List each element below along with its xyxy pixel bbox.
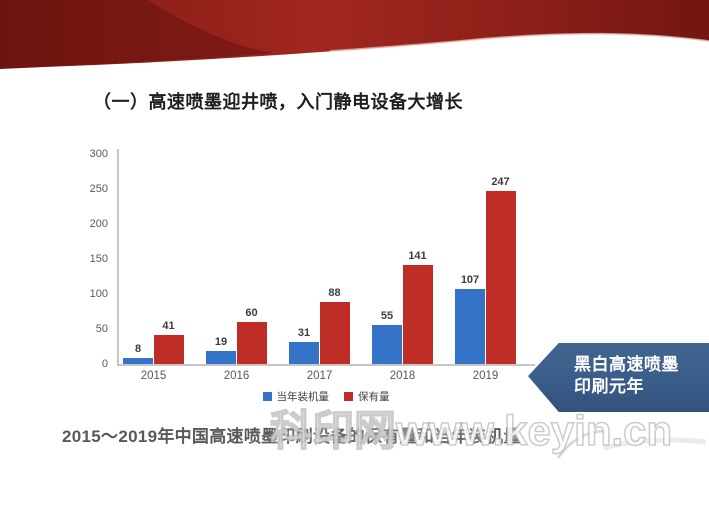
bar-value-label: 31 bbox=[297, 327, 311, 339]
bar-series-1 bbox=[153, 335, 184, 364]
slide-title: （一）高速喷墨迎井喷，入门静电设备大增长 bbox=[93, 92, 463, 112]
bar-series-0 bbox=[372, 325, 402, 364]
bar-value-label: 247 bbox=[491, 176, 510, 188]
callout-arrow: 黑白高速喷墨 印刷元年 bbox=[528, 343, 709, 412]
x-category-label: 2017 bbox=[306, 370, 333, 382]
bar-series-0 bbox=[123, 358, 153, 364]
watermark-swoosh-icon bbox=[556, 429, 707, 459]
x-category-label: 2016 bbox=[223, 370, 250, 382]
ribbon-highlight bbox=[329, 32, 709, 52]
bar-group: 31 88 2017 bbox=[289, 154, 350, 382]
y-tick-label: 250 bbox=[89, 182, 108, 195]
ribbon-fold bbox=[0, 0, 274, 69]
bar-series-0 bbox=[455, 289, 485, 364]
bar-group: 107 247 2019 bbox=[455, 154, 516, 382]
y-tick-label: 150 bbox=[89, 252, 108, 265]
legend-swatch-icon bbox=[344, 392, 353, 401]
y-tick-label: 200 bbox=[89, 217, 108, 230]
x-category-label: 2015 bbox=[140, 370, 167, 382]
legend-label: 当年装机量 bbox=[276, 391, 330, 403]
callout-line1: 黑白高速喷墨 bbox=[574, 355, 679, 374]
bar-series-1 bbox=[485, 191, 516, 364]
bar-value-label: 8 bbox=[134, 343, 142, 355]
y-tick-label: 100 bbox=[89, 287, 108, 300]
y-axis-labels: 0 50 100 150 200 250 300 bbox=[74, 148, 108, 370]
bar-value-label: 107 bbox=[460, 274, 480, 286]
watermark-text: 科印网www.keyin.cn bbox=[269, 406, 673, 455]
bar-group: 55 141 2018 bbox=[372, 154, 433, 382]
x-category-label: 2019 bbox=[472, 370, 499, 382]
legend-item: 当年装机量 bbox=[262, 389, 330, 404]
bar-series-1 bbox=[319, 302, 350, 364]
legend-swatch-icon bbox=[262, 392, 272, 401]
y-tick-label: 300 bbox=[89, 147, 108, 160]
x-axis-line bbox=[117, 364, 535, 366]
bar-value-label: 60 bbox=[245, 307, 258, 319]
bar-series-0 bbox=[289, 342, 319, 364]
bar-value-label: 41 bbox=[162, 320, 175, 332]
plot-area: 8 41 2015 19 60 2016 31 88 2017 55 141 2018 107 247 20… bbox=[117, 154, 535, 382]
legend-item: 保有量 bbox=[344, 389, 390, 404]
x-category-label: 2018 bbox=[389, 370, 416, 382]
bar-value-label: 88 bbox=[328, 287, 341, 299]
bar-group: 8 41 2015 bbox=[123, 154, 184, 382]
bar-series-0 bbox=[206, 351, 236, 364]
chart-caption: 2015～2019年中国高速喷墨印刷设备的保有量和当年装机量 bbox=[62, 427, 521, 446]
y-axis-line bbox=[117, 149, 119, 365]
ribbon-shape bbox=[0, 0, 709, 69]
chart-legend: 当年装机量 保有量 bbox=[117, 389, 535, 404]
bar-value-label: 19 bbox=[214, 336, 228, 348]
callout-line2: 印刷元年 bbox=[574, 377, 644, 396]
bar-group: 19 60 2016 bbox=[206, 154, 267, 382]
bar-value-label: 55 bbox=[380, 310, 394, 322]
legend-label: 保有量 bbox=[358, 391, 390, 403]
bar-series-1 bbox=[402, 265, 433, 364]
ribbon-banner bbox=[0, 0, 709, 69]
bar-value-label: 141 bbox=[408, 250, 427, 262]
y-tick-label: 0 bbox=[101, 357, 108, 370]
y-tick-label: 50 bbox=[95, 322, 108, 335]
bar-series-1 bbox=[236, 322, 267, 364]
